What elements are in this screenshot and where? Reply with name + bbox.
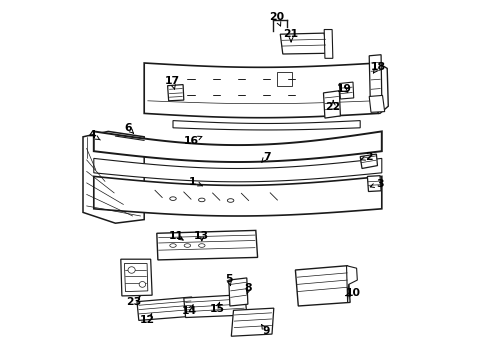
Polygon shape: [360, 154, 377, 168]
Text: 7: 7: [263, 152, 270, 162]
Polygon shape: [144, 63, 378, 118]
Ellipse shape: [170, 197, 176, 201]
Polygon shape: [94, 176, 382, 216]
Polygon shape: [94, 131, 382, 162]
Text: 19: 19: [337, 84, 351, 94]
Text: 6: 6: [124, 123, 132, 133]
Text: 5: 5: [225, 274, 233, 284]
Text: 17: 17: [165, 76, 180, 86]
Polygon shape: [137, 297, 194, 320]
Text: 9: 9: [262, 326, 270, 336]
Ellipse shape: [139, 282, 146, 287]
Polygon shape: [184, 294, 247, 318]
Text: 2: 2: [366, 152, 373, 162]
Polygon shape: [369, 95, 385, 112]
Ellipse shape: [170, 244, 176, 247]
Text: 10: 10: [345, 288, 361, 298]
Text: 3: 3: [376, 179, 384, 189]
Polygon shape: [280, 33, 327, 54]
Polygon shape: [157, 230, 258, 260]
Polygon shape: [124, 264, 148, 292]
Text: 16: 16: [183, 136, 198, 146]
Polygon shape: [339, 82, 354, 99]
Text: 11: 11: [169, 231, 184, 241]
Polygon shape: [168, 85, 184, 101]
Text: 18: 18: [371, 62, 386, 72]
Text: 1: 1: [189, 177, 196, 187]
Ellipse shape: [198, 244, 205, 247]
Text: 22: 22: [325, 102, 341, 112]
Polygon shape: [378, 63, 388, 113]
Polygon shape: [323, 91, 341, 118]
Polygon shape: [324, 30, 333, 58]
Text: 14: 14: [182, 306, 197, 316]
Polygon shape: [94, 158, 382, 182]
Polygon shape: [369, 55, 382, 101]
Text: 15: 15: [210, 304, 225, 314]
Text: 23: 23: [126, 297, 142, 307]
Text: 21: 21: [284, 29, 298, 39]
Text: 8: 8: [245, 283, 252, 293]
Polygon shape: [277, 72, 292, 86]
Polygon shape: [173, 121, 360, 130]
Polygon shape: [83, 131, 144, 223]
Polygon shape: [295, 266, 350, 306]
Polygon shape: [231, 308, 274, 336]
Ellipse shape: [227, 199, 234, 202]
Polygon shape: [121, 259, 152, 296]
Polygon shape: [346, 266, 357, 302]
Text: 4: 4: [88, 130, 96, 140]
Ellipse shape: [198, 198, 205, 202]
Polygon shape: [368, 176, 381, 192]
Text: 13: 13: [194, 231, 209, 241]
Polygon shape: [229, 278, 248, 306]
Ellipse shape: [184, 244, 191, 247]
Ellipse shape: [128, 267, 135, 273]
Text: 12: 12: [140, 315, 155, 325]
Text: 20: 20: [269, 12, 284, 22]
